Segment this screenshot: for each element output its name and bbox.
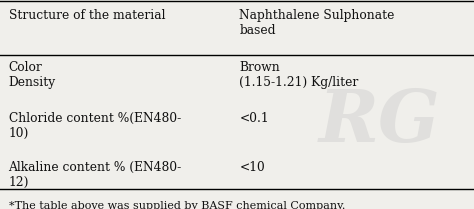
Text: Chloride content %(EN480-
10): Chloride content %(EN480- 10): [9, 112, 181, 140]
Text: RG: RG: [319, 86, 440, 157]
Text: Structure of the material: Structure of the material: [9, 9, 165, 22]
Text: Brown
(1.15-1.21) Kg/liter: Brown (1.15-1.21) Kg/liter: [239, 61, 359, 89]
Text: Naphthalene Sulphonate
based: Naphthalene Sulphonate based: [239, 9, 395, 37]
Text: *The table above was supplied by BASF chemical Company.: *The table above was supplied by BASF ch…: [9, 201, 345, 209]
Text: Color
Density: Color Density: [9, 61, 55, 89]
Text: Alkaline content % (EN480-
12): Alkaline content % (EN480- 12): [9, 161, 182, 189]
Text: <10: <10: [239, 161, 265, 174]
Text: <0.1: <0.1: [239, 112, 269, 125]
